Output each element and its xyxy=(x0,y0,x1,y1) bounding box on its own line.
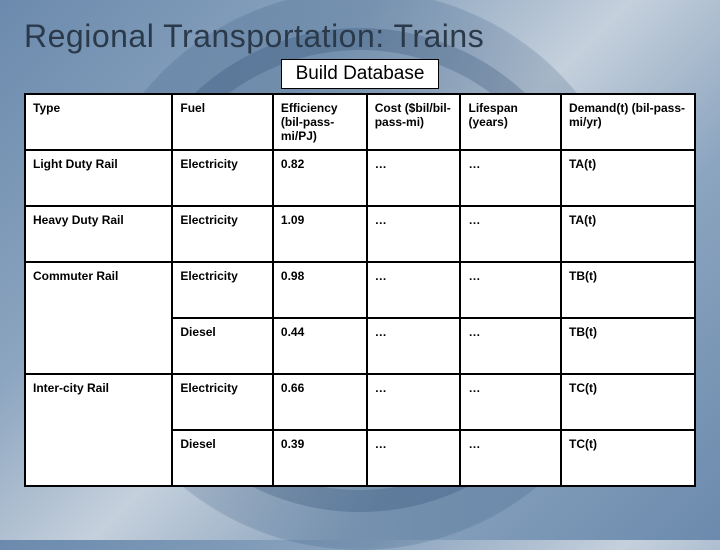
cell-eff: 0.44 xyxy=(273,318,367,374)
cell-type xyxy=(25,318,172,374)
col-type: Type xyxy=(25,94,172,150)
trains-table: Type Fuel Efficiency (bil-pass-mi/PJ) Co… xyxy=(24,93,696,487)
cell-eff: 0.82 xyxy=(273,150,367,206)
cell-type: Heavy Duty Rail xyxy=(25,206,172,262)
cell-life: … xyxy=(460,430,561,486)
cell-life: … xyxy=(460,318,561,374)
cell-demand: TB(t) xyxy=(561,318,695,374)
cell-life: … xyxy=(460,374,561,430)
cell-fuel: Diesel xyxy=(172,430,273,486)
cell-cost: … xyxy=(367,374,461,430)
cell-life: … xyxy=(460,206,561,262)
cell-type: Inter-city Rail xyxy=(25,374,172,430)
cell-cost: … xyxy=(367,430,461,486)
col-efficiency: Efficiency (bil-pass-mi/PJ) xyxy=(273,94,367,150)
cell-demand: TA(t) xyxy=(561,150,695,206)
table-row: Commuter Rail Electricity 0.98 … … TB(t) xyxy=(25,262,695,318)
table-row: Inter-city Rail Electricity 0.66 … … TC(… xyxy=(25,374,695,430)
col-demand: Demand(t) (bil-pass-mi/yr) xyxy=(561,94,695,150)
cell-eff: 0.98 xyxy=(273,262,367,318)
cell-life: … xyxy=(460,262,561,318)
cell-cost: … xyxy=(367,150,461,206)
col-cost: Cost ($bil/bil-pass-mi) xyxy=(367,94,461,150)
slide-content: Regional Transportation: Trains Build Da… xyxy=(0,0,720,487)
cell-cost: … xyxy=(367,206,461,262)
page-title: Regional Transportation: Trains xyxy=(24,18,696,55)
table-row: Heavy Duty Rail Electricity 1.09 … … TA(… xyxy=(25,206,695,262)
cell-type: Light Duty Rail xyxy=(25,150,172,206)
table-row: Light Duty Rail Electricity 0.82 … … TA(… xyxy=(25,150,695,206)
cell-demand: TB(t) xyxy=(561,262,695,318)
cell-demand: TA(t) xyxy=(561,206,695,262)
cell-type: Commuter Rail xyxy=(25,262,172,318)
cell-type xyxy=(25,430,172,486)
button-row: Build Database xyxy=(24,59,696,89)
table-row: Diesel 0.39 … … TC(t) xyxy=(25,430,695,486)
table-header-row: Type Fuel Efficiency (bil-pass-mi/PJ) Co… xyxy=(25,94,695,150)
cell-fuel: Electricity xyxy=(172,206,273,262)
cell-eff: 0.66 xyxy=(273,374,367,430)
cell-fuel: Electricity xyxy=(172,262,273,318)
col-fuel: Fuel xyxy=(172,94,273,150)
cell-eff: 0.39 xyxy=(273,430,367,486)
table-row: Diesel 0.44 … … TB(t) xyxy=(25,318,695,374)
cell-cost: … xyxy=(367,318,461,374)
cell-demand: TC(t) xyxy=(561,374,695,430)
cell-cost: … xyxy=(367,262,461,318)
cell-eff: 1.09 xyxy=(273,206,367,262)
col-lifespan: Lifespan (years) xyxy=(460,94,561,150)
cell-fuel: Electricity xyxy=(172,374,273,430)
cell-demand: TC(t) xyxy=(561,430,695,486)
cell-life: … xyxy=(460,150,561,206)
build-database-button[interactable]: Build Database xyxy=(281,59,440,89)
cell-fuel: Electricity xyxy=(172,150,273,206)
table-body: Light Duty Rail Electricity 0.82 … … TA(… xyxy=(25,150,695,486)
cell-fuel: Diesel xyxy=(172,318,273,374)
